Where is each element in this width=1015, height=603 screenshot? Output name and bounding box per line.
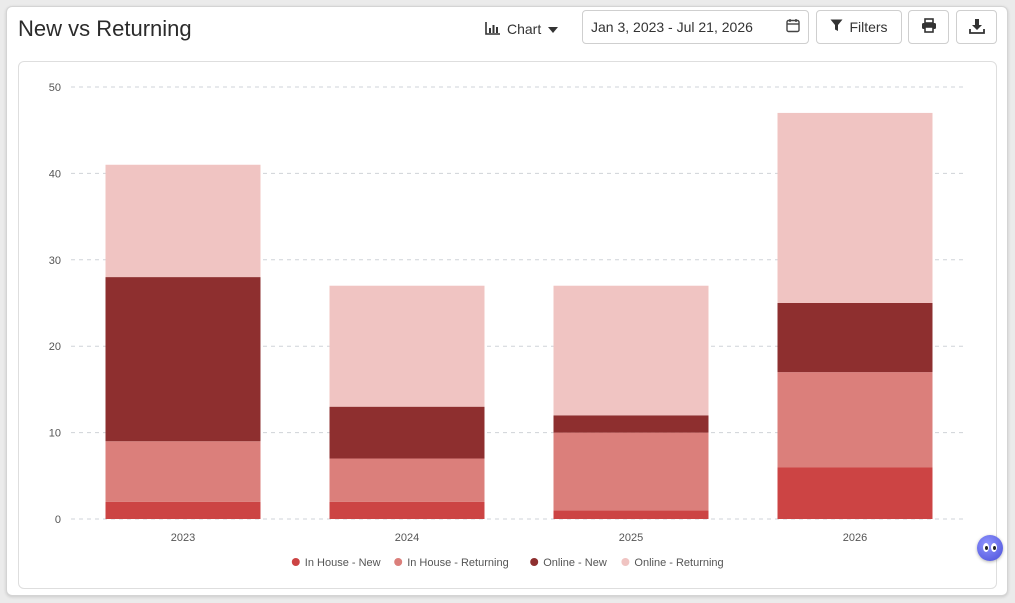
bar-segment xyxy=(329,285,485,407)
bar-segment xyxy=(105,501,261,519)
page-title: New vs Returning xyxy=(18,16,192,41)
bar-segment xyxy=(777,467,933,519)
bar-segment xyxy=(553,415,709,433)
x-tick-label: 2026 xyxy=(843,532,867,544)
report-window: New vs Returning Chart Jan 3, 2023 - Jul… xyxy=(6,6,1008,596)
bar-segment xyxy=(105,277,261,442)
y-tick-label: 30 xyxy=(49,255,61,267)
bar-segment xyxy=(105,164,261,278)
legend-swatch xyxy=(291,558,300,566)
caret-down-icon xyxy=(547,21,559,37)
print-button[interactable] xyxy=(908,10,949,44)
y-tick-label: 50 xyxy=(49,82,61,94)
bar-segment xyxy=(777,112,933,303)
bar-segment xyxy=(553,432,709,511)
bar-segment xyxy=(777,372,933,468)
legend-label: Online - New xyxy=(543,557,607,569)
bar-segment xyxy=(553,285,709,416)
bar-segment xyxy=(329,458,485,502)
bar-segment xyxy=(329,501,485,519)
x-tick-label: 2025 xyxy=(619,532,643,544)
y-tick-label: 10 xyxy=(49,428,61,440)
bar-segment xyxy=(105,441,261,502)
date-range-picker[interactable]: Jan 3, 2023 - Jul 21, 2026 xyxy=(582,10,809,44)
legend-label: In House - Returning xyxy=(407,557,509,569)
bar-chart-icon xyxy=(485,21,501,38)
legend-swatch xyxy=(394,558,403,566)
download-button[interactable] xyxy=(956,10,997,44)
bar-segment xyxy=(777,303,933,373)
view-selector[interactable]: Chart xyxy=(485,17,559,41)
date-range-value: Jan 3, 2023 - Jul 21, 2026 xyxy=(591,19,753,35)
x-tick-label: 2023 xyxy=(171,532,195,544)
chat-assistant-icon[interactable] xyxy=(977,535,1003,561)
download-icon xyxy=(968,18,985,37)
view-label: Chart xyxy=(507,21,542,37)
x-tick-label: 2024 xyxy=(395,532,419,544)
calendar-icon xyxy=(786,18,800,36)
y-tick-label: 40 xyxy=(49,168,61,180)
assistant-eye-left xyxy=(983,543,989,552)
assistant-eye-right xyxy=(991,543,997,552)
y-tick-label: 20 xyxy=(49,341,61,353)
legend-swatch xyxy=(530,558,539,566)
legend-swatch xyxy=(621,558,630,566)
stacked-bar-chart: 0 10 20 30 40 50 2023 2024 2025 2026 In House - Ne… xyxy=(49,82,967,569)
bar-segment xyxy=(329,406,485,459)
legend-label: Online - Returning xyxy=(634,557,723,569)
filters-button[interactable]: Filters xyxy=(816,10,902,44)
bar-segment xyxy=(553,510,709,519)
printer-icon xyxy=(921,18,937,36)
filters-label: Filters xyxy=(849,19,888,35)
funnel-icon xyxy=(830,19,843,35)
chart-card: 0 10 20 30 40 50 2023 2024 2025 2026 In House - Ne… xyxy=(18,61,997,589)
y-tick-label: 0 xyxy=(55,514,61,526)
legend-label: In House - New xyxy=(305,557,381,569)
